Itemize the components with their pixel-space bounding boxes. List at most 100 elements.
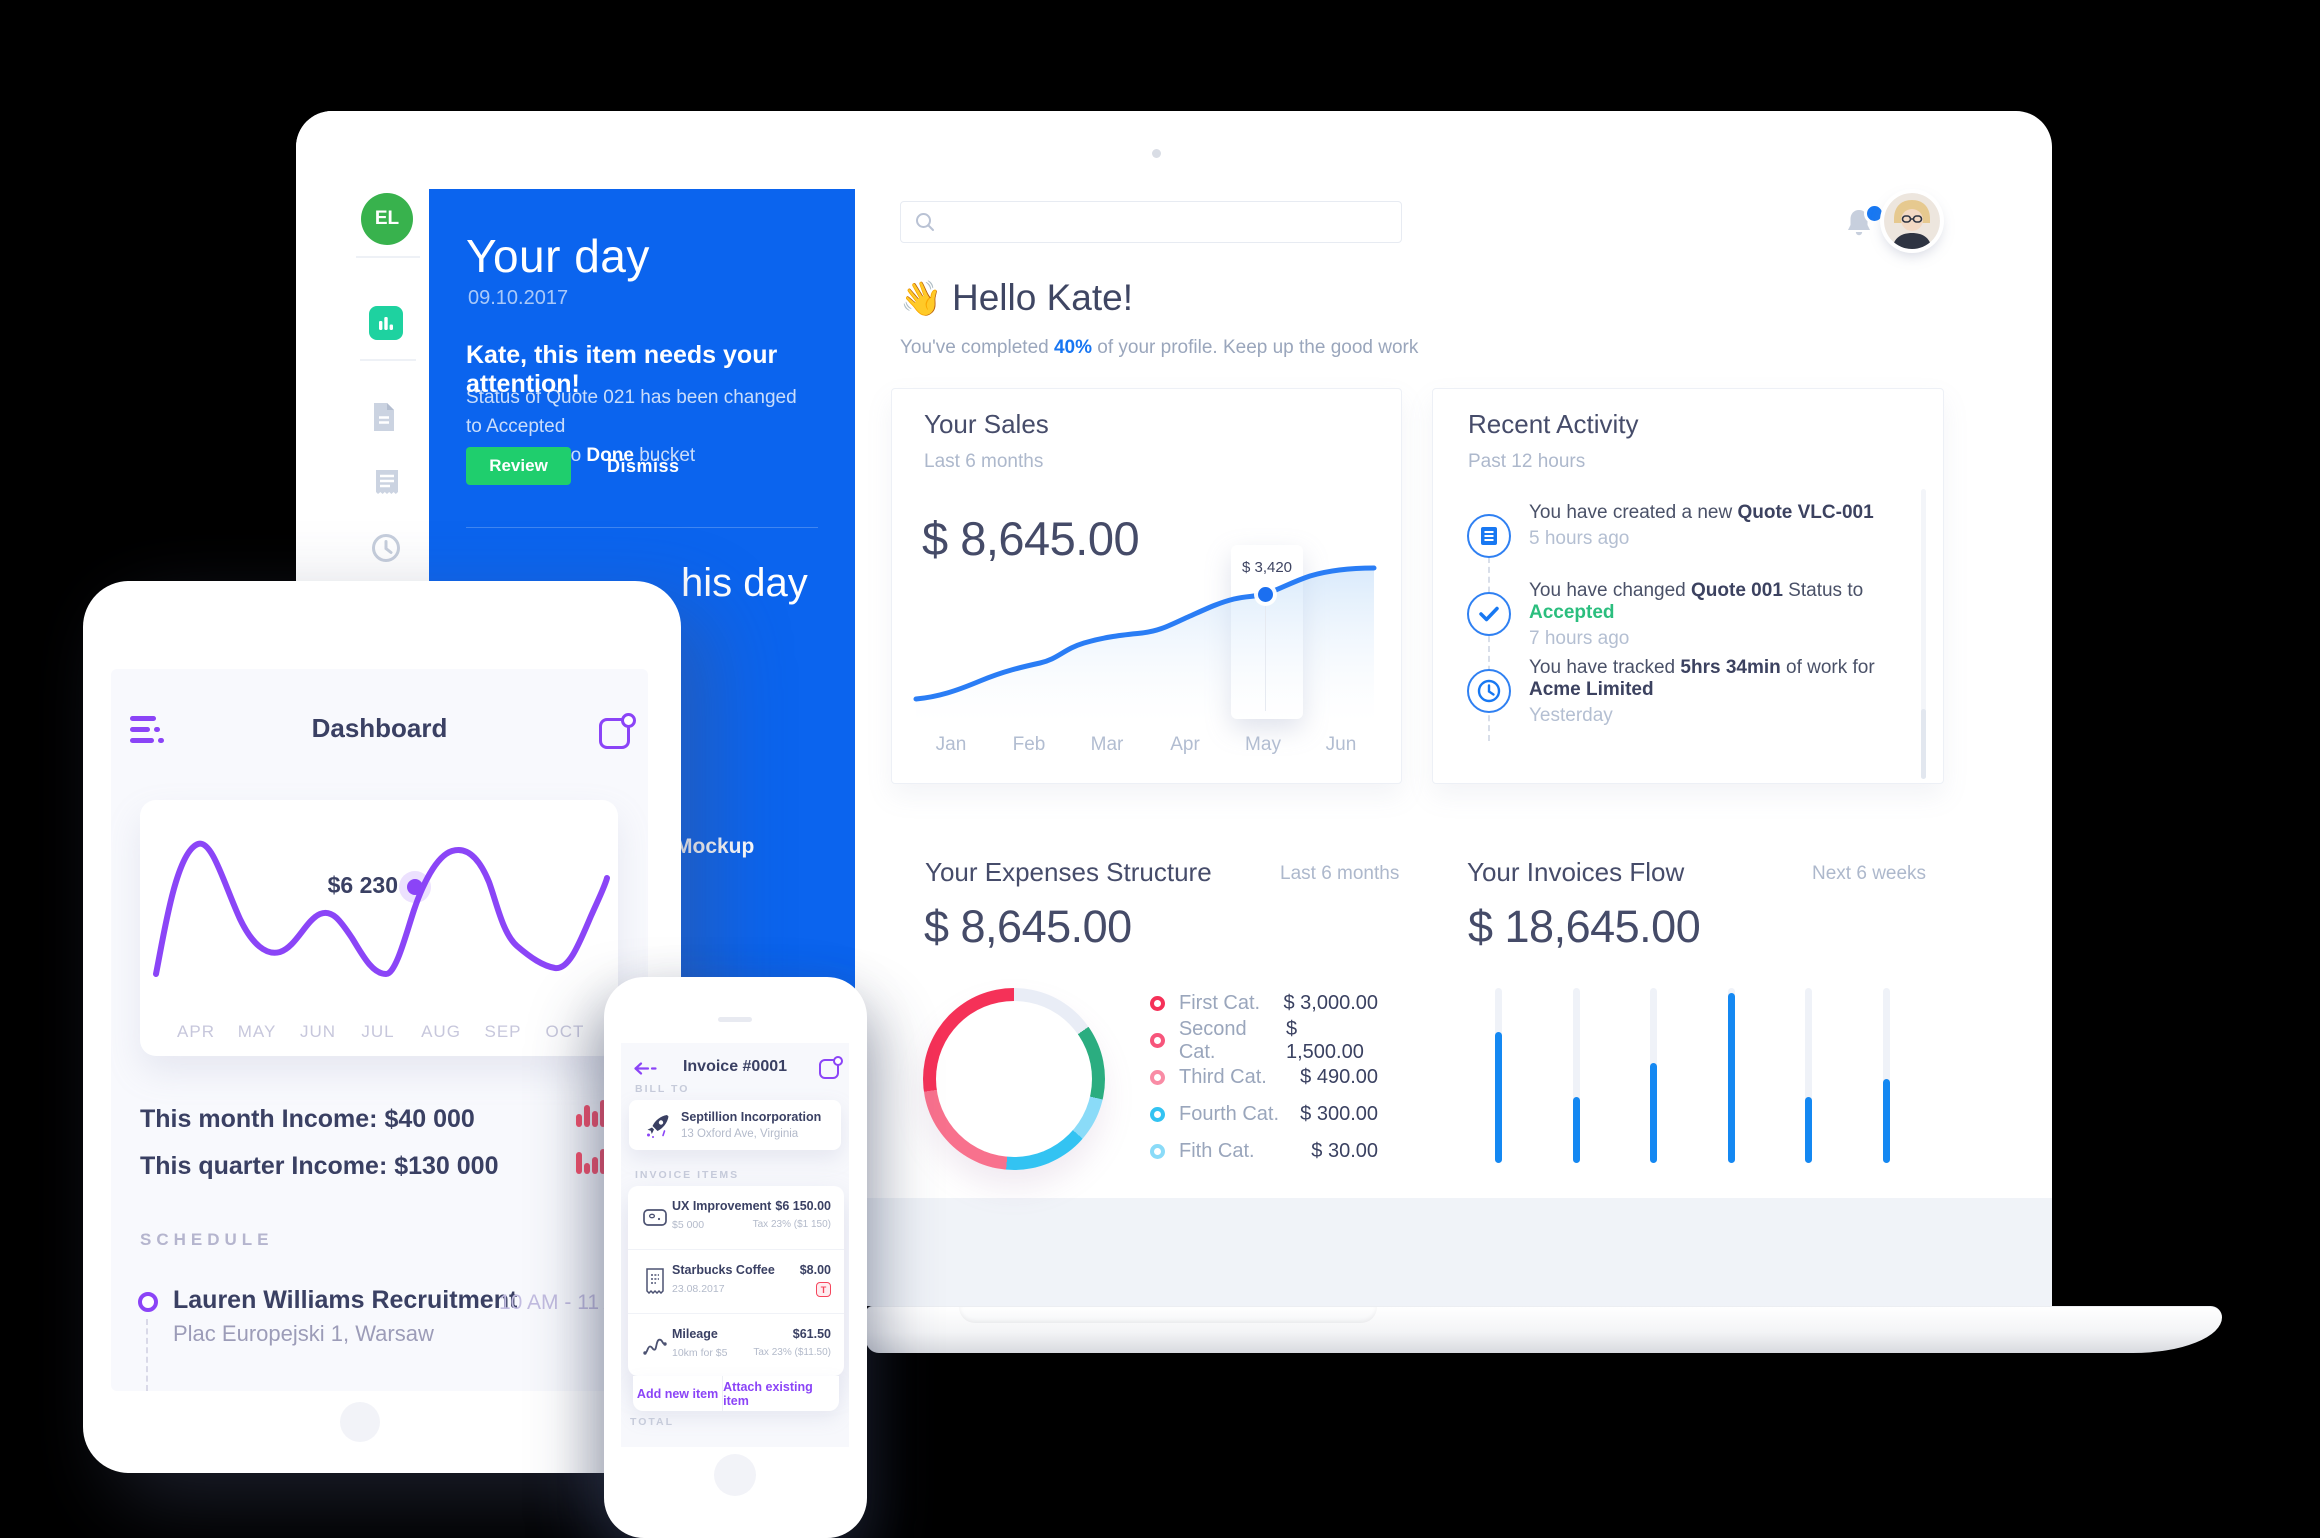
legend-item: Fith Cat. $ 30.00: [1150, 1133, 1378, 1170]
receipt-icon: [645, 1268, 665, 1299]
panel-divider: [466, 527, 818, 528]
laptop-camera-dot: [1152, 149, 1161, 158]
invoice-badge-button[interactable]: [819, 1056, 843, 1079]
invoices-bar-chart: [1487, 985, 1890, 1163]
bell-icon: [1844, 210, 1874, 242]
document-icon: [371, 401, 397, 438]
activity-item: You have tracked 5hrs 34min of work for …: [1529, 657, 1919, 727]
expenses-title: Your Expenses Structure: [925, 857, 1212, 887]
sidebar-item-documents[interactable]: [371, 401, 397, 438]
review-button[interactable]: Review: [466, 447, 571, 485]
profile-badge-icon: [819, 1059, 839, 1079]
expenses-donut: [923, 988, 1105, 1170]
attach-existing-item-button[interactable]: Attach existing item: [723, 1379, 813, 1408]
sidebar-item-time[interactable]: [371, 533, 401, 568]
laptop-base-notch: [959, 1307, 1377, 1323]
event-title[interactable]: Lauren Williams Recruitment: [173, 1286, 518, 1314]
sales-months-row: Jan Feb Mar Apr May Jun: [892, 734, 1401, 758]
user-avatar[interactable]: [1884, 193, 1940, 249]
quarter-income-stat: This quarter Income: $130 000: [140, 1152, 499, 1180]
rocket-icon: [643, 1112, 671, 1145]
tablet-month-label: JUN: [299, 1022, 337, 1041]
legend-value: $ 30.00: [1311, 1140, 1378, 1162]
profile-badge-icon: [599, 718, 630, 749]
tablet-page-title: Dashboard: [311, 713, 448, 743]
sales-period: Last 6 months: [924, 451, 1044, 472]
invoice-bar: [1727, 988, 1735, 1163]
event-location: Plac Europejski 1, Warsaw: [173, 1321, 434, 1346]
status-check-icon: [1467, 592, 1511, 636]
invoice-bar: [1495, 988, 1502, 1163]
back-button[interactable]: [633, 1062, 657, 1080]
legend-label: First Cat.: [1179, 992, 1261, 1014]
legend-item: Second Cat. $ 1,500.00: [1150, 1018, 1378, 1063]
invoice-items-card: UX Improvement $5 000 $6 150.00 Tax 23% …: [628, 1186, 844, 1376]
invoice-item-row[interactable]: Mileage 10km for $5 $61.50 Tax 23% ($11.…: [628, 1314, 844, 1376]
company-name: Septillion Incorporation: [681, 1110, 822, 1124]
bar-chart-icon: [378, 315, 394, 331]
legend-item: Fourth Cat. $ 300.00: [1150, 1096, 1378, 1133]
activity-time: 7 hours ago: [1529, 628, 1630, 649]
activity-item: You have changed Quote 001 Status to Acc…: [1529, 580, 1929, 650]
legend-dot-icon: [1150, 1107, 1165, 1122]
sales-month-label: Feb: [1012, 734, 1046, 755]
legend-value: $ 490.00: [1300, 1066, 1378, 1088]
panel-clipped-heading: his day: [681, 561, 808, 605]
activity-connector: [1488, 557, 1490, 741]
receipt-icon: [373, 468, 401, 501]
sales-month-label: Jun: [1325, 734, 1357, 755]
event-bullet: [138, 1292, 158, 1312]
legend-item: Third Cat. $ 490.00: [1150, 1059, 1378, 1096]
tablet-month-label: OCT: [545, 1022, 585, 1041]
profile-badge-button[interactable]: [599, 713, 636, 749]
activity-time: Yesterday: [1529, 705, 1613, 726]
panel-title: Your day: [466, 230, 650, 282]
legend-dot-icon: [1150, 1144, 1165, 1159]
phone-home-button[interactable]: [714, 1454, 756, 1496]
activity-period: Past 12 hours: [1468, 451, 1586, 472]
invoices-title: Your Invoices Flow: [1467, 857, 1685, 887]
sidebar-item-invoices[interactable]: [373, 468, 401, 501]
tablet-home-button[interactable]: [340, 1402, 380, 1442]
quarter-income-bars-icon: [576, 1144, 606, 1174]
tablet: Dashboard $6 230 APR MAY JUN JUL AUG SEP OCT T…: [83, 581, 681, 1473]
tablet-tooltip-dot: [407, 879, 423, 895]
sales-tooltip-dot: [1258, 587, 1273, 602]
activity-scrollbar[interactable]: [1921, 489, 1926, 779]
company-address: 13 Oxford Ave, Virginia: [681, 1128, 799, 1140]
invoice-bar: [1882, 988, 1890, 1163]
event-time: 10 AM - 11 AM: [499, 1291, 636, 1314]
sales-month-label: Jan: [935, 734, 967, 755]
sales-card: Your Sales Last 6 months $ 8,645.00 $ 3,…: [891, 388, 1402, 784]
content-footer-band: [855, 1198, 2052, 1306]
greeting-title: Hello Kate!: [952, 277, 1133, 318]
legend-label: Fourth Cat.: [1179, 1103, 1280, 1125]
tablet-screen: Dashboard $6 230 APR MAY JUN JUL AUG SEP OCT T…: [111, 669, 648, 1391]
sales-month-label: Apr: [1170, 734, 1200, 755]
search-input[interactable]: [945, 206, 1389, 238]
invoice-bar: [1572, 988, 1580, 1163]
legend-value: $ 3,000.00: [1283, 992, 1378, 1014]
legend-label: Fith Cat.: [1179, 1140, 1255, 1162]
tablet-month-label: APR: [177, 1022, 215, 1041]
notifications-button[interactable]: [1844, 203, 1885, 242]
bill-to-label: BILL TO: [635, 1083, 690, 1095]
invoice-title: Invoice #0001: [682, 1058, 788, 1075]
invoices-period: Next 6 weeks: [1812, 863, 1927, 884]
dismiss-button[interactable]: Dismiss: [601, 455, 686, 478]
phone-screen: Invoice #0001 BILL TO: [621, 1043, 849, 1447]
legend-dot-icon: [1150, 1070, 1165, 1085]
legend-label: Second Cat.: [1178, 1017, 1247, 1063]
sales-amount: $ 8,645.00: [922, 512, 1140, 565]
sidebar-item-dashboard[interactable]: [369, 306, 403, 340]
sidebar-avatar[interactable]: EL: [361, 193, 413, 245]
invoice-item-row[interactable]: Starbucks Coffee 23.08.2017 $8.00 T: [628, 1250, 844, 1313]
invoices-amount: $ 18,645.00: [1468, 901, 1701, 952]
company-card[interactable]: Septillion Incorporation 13 Oxford Ave, …: [629, 1100, 841, 1150]
add-new-item-button[interactable]: Add new item: [633, 1376, 724, 1411]
greeting-subtitle: You've completed 40% of your profile. Ke…: [900, 337, 1419, 358]
invoice-item-row[interactable]: UX Improvement $5 000 $6 150.00 Tax 23% …: [628, 1186, 844, 1249]
panel-nav-item-mockup[interactable]: Mockup: [675, 835, 755, 858]
menu-button[interactable]: [130, 716, 170, 743]
